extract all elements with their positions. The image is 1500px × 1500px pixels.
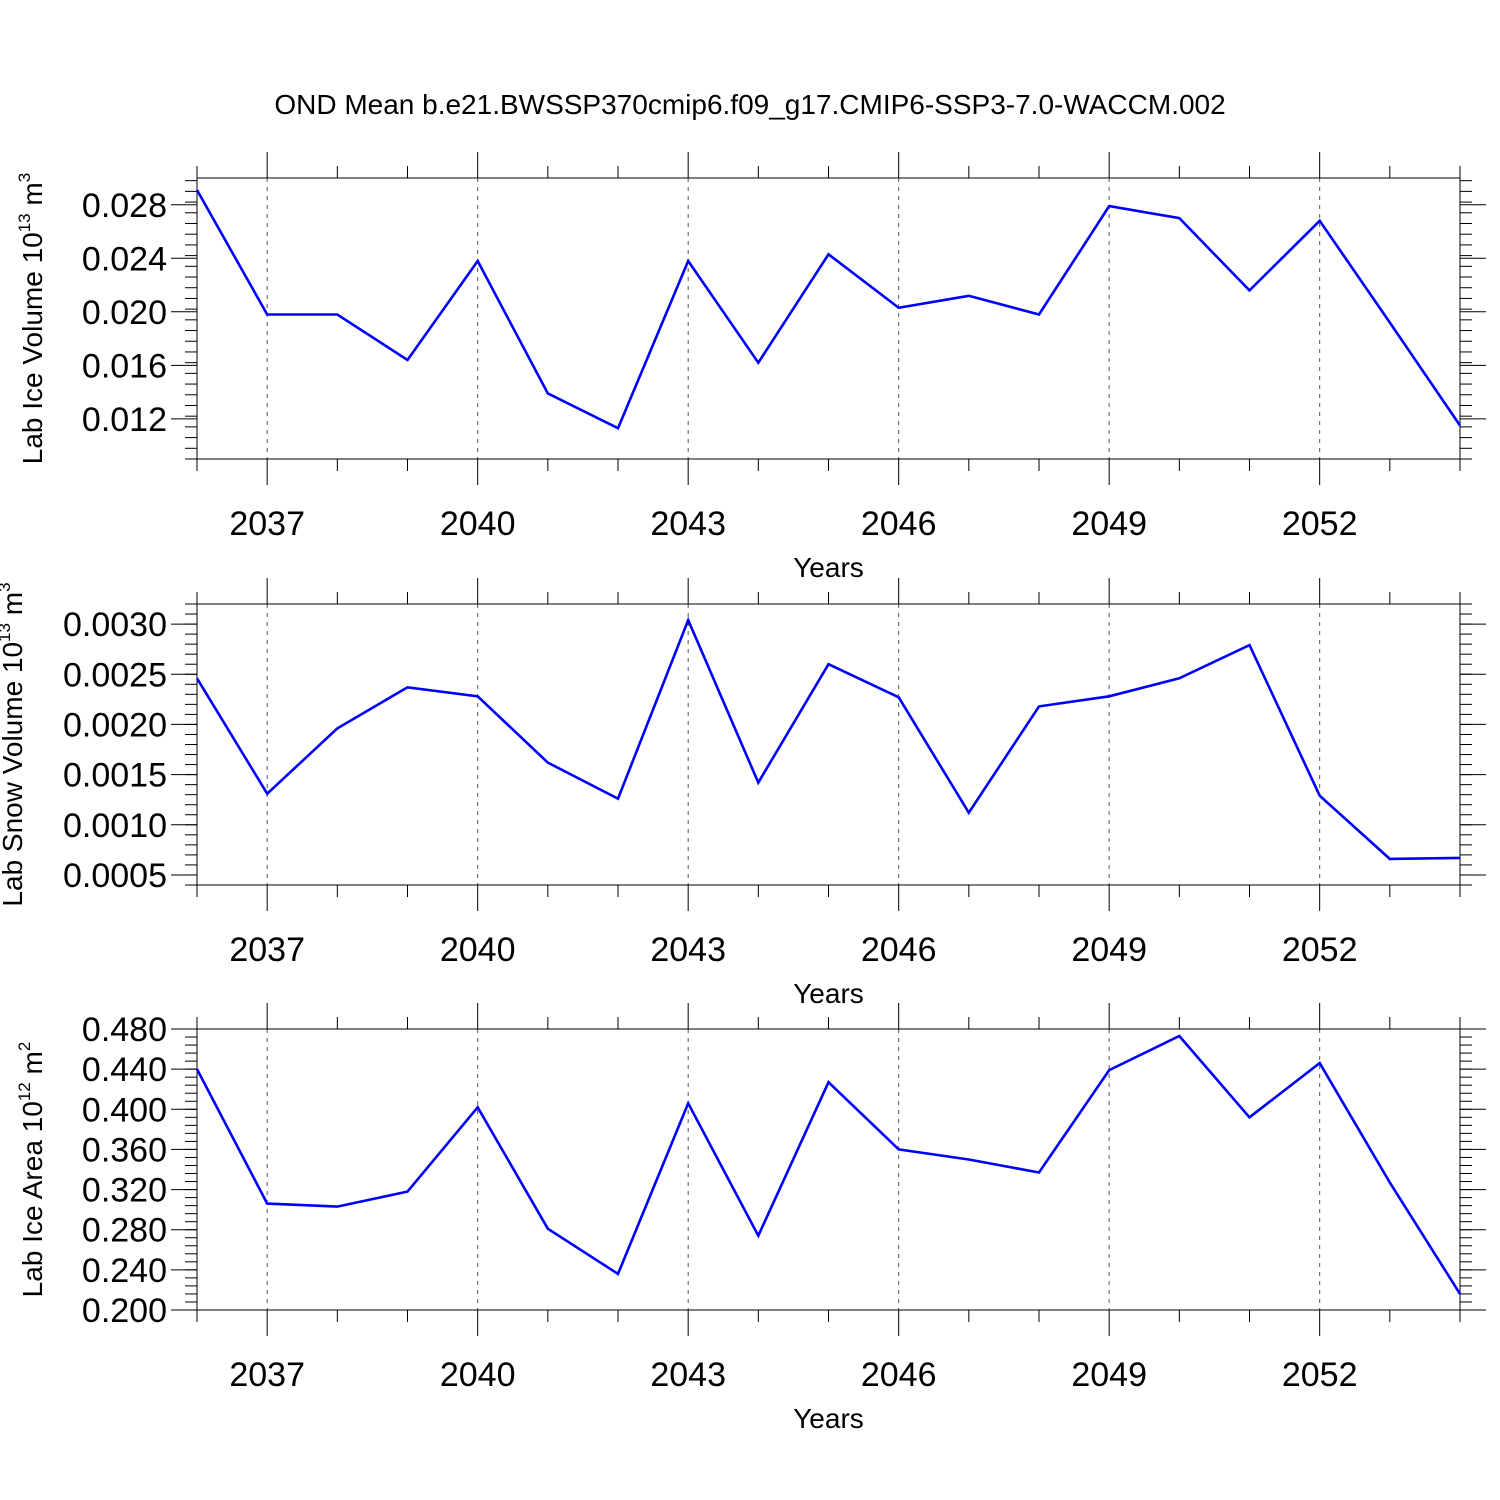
series-line <box>195 1034 1462 1295</box>
figure-title: OND Mean b.e21.BWSSP370cmip6.f09_g17.CMI… <box>274 89 1225 120</box>
series-line <box>195 189 1462 430</box>
y-axis-label-superscript: 13 <box>15 213 34 232</box>
y-axis-label-part: Lab Ice Volume 10 <box>17 232 48 464</box>
x-axis-label: Years <box>793 552 864 583</box>
x-tick-label: 2037 <box>229 1356 305 1394</box>
y-axis-label-part: m <box>17 1051 48 1082</box>
x-tick-label: 2049 <box>1071 931 1147 969</box>
x-tick-label: 2040 <box>440 1356 516 1394</box>
x-tick-label: 2046 <box>861 931 937 969</box>
y-tick-label: 0.480 <box>82 1011 167 1049</box>
x-tick-label: 2052 <box>1282 1356 1358 1394</box>
x-axis-label: Years <box>793 978 864 1009</box>
plot-frame <box>196 177 1461 460</box>
y-tick-label: 0.240 <box>82 1252 167 1290</box>
x-tick-label: 2046 <box>861 505 937 543</box>
x-axis-label: Years <box>793 1403 864 1434</box>
y-axis-label-part: m <box>17 182 48 213</box>
x-tick-label: 2037 <box>229 505 305 543</box>
y-tick-label: 0.0030 <box>63 606 167 644</box>
y-axis-label-superscript: 12 <box>15 1082 34 1101</box>
y-axis-label: Lab Snow Volume 1013 m3 <box>0 582 28 906</box>
x-tick-label: 2049 <box>1071 1356 1147 1394</box>
series-line <box>195 616 1461 861</box>
y-axis-label: Lab Ice Volume 1013 m3 <box>15 173 48 464</box>
y-tick-label: 0.0025 <box>63 656 167 694</box>
x-tick-label: 2049 <box>1071 505 1147 543</box>
y-tick-label: 0.0015 <box>63 757 167 795</box>
y-axis-label-superscript: 3 <box>0 582 14 591</box>
y-axis-label-part: m <box>0 592 28 623</box>
y-tick-label: 0.320 <box>82 1172 167 1210</box>
y-tick-label: 0.012 <box>82 401 167 439</box>
y-tick-label: 0.200 <box>82 1292 167 1330</box>
x-tick-label: 2046 <box>861 1356 937 1394</box>
y-axis-label-superscript: 2 <box>15 1042 34 1051</box>
panel-3: 0.2000.2400.2800.3200.3600.4000.4400.480… <box>15 1003 1486 1434</box>
plot-frame <box>196 603 1461 886</box>
y-tick-label: 0.028 <box>82 187 167 225</box>
x-tick-label: 2052 <box>1282 931 1358 969</box>
y-tick-label: 0.024 <box>82 240 167 278</box>
plot-frame <box>196 1028 1461 1311</box>
x-tick-label: 2040 <box>440 505 516 543</box>
y-tick-label: 0.016 <box>82 347 167 385</box>
x-tick-label: 2043 <box>650 1356 726 1394</box>
panel-2: 0.0005 0.0010 0.0015 0.0020 0.0025 0.0030 2037… <box>0 578 1486 1009</box>
y-tick-label: 0.360 <box>82 1131 167 1169</box>
y-tick-label: 0.020 <box>82 294 167 332</box>
y-axis-label-part: Lab Ice Area 10 <box>17 1101 48 1297</box>
y-tick-label: 0.440 <box>82 1051 167 1089</box>
x-tick-label: 2037 <box>229 931 305 969</box>
y-tick-label: 0.280 <box>82 1212 167 1250</box>
x-tick-label: 2040 <box>440 931 516 969</box>
y-tick-label: 0.400 <box>82 1091 167 1129</box>
panel-1: 0.012 0.016 0.020 0.024 0.028 2037 2040 2043 204… <box>15 152 1486 583</box>
y-axis-label-part: Lab Snow Volume 10 <box>0 642 28 907</box>
y-axis-label-superscript: 13 <box>0 623 14 642</box>
x-tick-label: 2052 <box>1282 505 1358 543</box>
y-tick-label: 0.0010 <box>63 807 167 845</box>
y-axis-label: Lab Ice Area 1012 m2 <box>15 1042 48 1298</box>
x-tick-label: 2043 <box>650 931 726 969</box>
y-tick-label: 0.0005 <box>63 857 167 895</box>
y-tick-label: 0.0020 <box>63 706 167 744</box>
x-tick-label: 2043 <box>650 505 726 543</box>
y-axis-label-superscript: 3 <box>15 173 34 182</box>
